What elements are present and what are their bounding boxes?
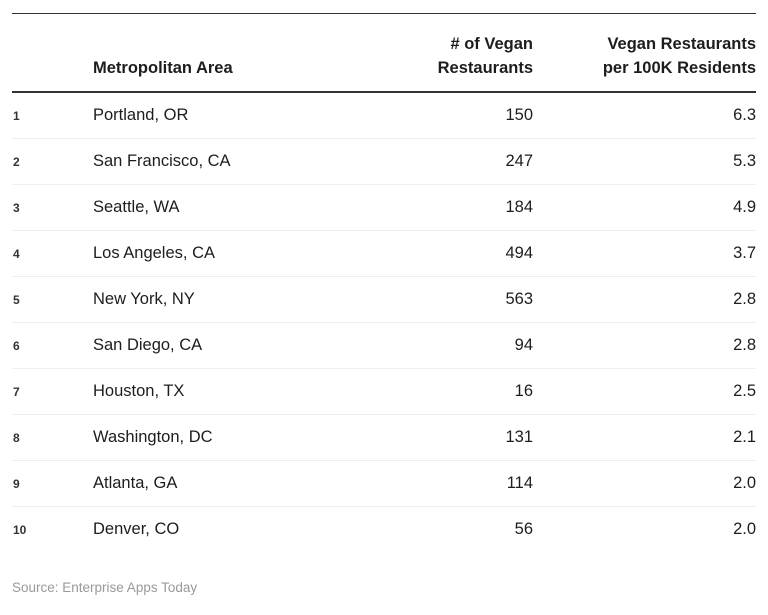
row-rank: 7 (12, 368, 93, 415)
table-row: 2 San Francisco, CA 247 5.3 (12, 138, 756, 185)
vegan-restaurants-table-container: Metropolitan Area # of Vegan Restaurants… (12, 13, 756, 552)
row-rank: 4 (12, 230, 93, 277)
row-vegan-count: 494 (333, 230, 533, 277)
table-row: 6 San Diego, CA 94 2.8 (12, 322, 756, 369)
row-per-100k-value: 2.1 (533, 414, 756, 461)
row-rank: 10 (12, 506, 93, 552)
row-metro-area: Washington, DC (93, 414, 333, 461)
row-per-100k-value: 5.3 (533, 138, 756, 185)
table-row: 7 Houston, TX 16 2.5 (12, 368, 756, 415)
table-row: 5 New York, NY 563 2.8 (12, 276, 756, 323)
vegan-restaurants-table: Metropolitan Area # of Vegan Restaurants… (12, 13, 756, 552)
table-header: Metropolitan Area # of Vegan Restaurants… (12, 13, 756, 93)
row-vegan-count: 131 (333, 414, 533, 461)
row-per-100k-value: 2.8 (533, 322, 756, 369)
row-per-100k-value: 2.5 (533, 368, 756, 415)
header-per-100k-residents: Vegan Restaurants per 100K Residents (533, 13, 756, 93)
row-vegan-count: 94 (333, 322, 533, 369)
row-vegan-count: 247 (333, 138, 533, 185)
table-row: 4 Los Angeles, CA 494 3.7 (12, 230, 756, 277)
header-metropolitan-area-label: Metropolitan Area (93, 59, 233, 77)
row-rank: 5 (12, 276, 93, 323)
header-rank (12, 13, 93, 93)
row-rank: 6 (12, 322, 93, 369)
source-attribution: Source: Enterprise Apps Today (12, 580, 198, 595)
row-vegan-count: 114 (333, 460, 533, 507)
row-metro-area: Portland, OR (93, 92, 333, 139)
header-metropolitan-area: Metropolitan Area (93, 13, 333, 93)
row-per-100k-value: 6.3 (533, 92, 756, 139)
row-vegan-count: 16 (333, 368, 533, 415)
header-vegan-count-line2: Restaurants (437, 59, 533, 77)
table-row: 1 Portland, OR 150 6.3 (12, 92, 756, 139)
header-vegan-count-line1: # of Vegan (450, 35, 533, 53)
row-rank: 9 (12, 460, 93, 507)
row-rank: 1 (12, 92, 93, 139)
table-row: 8 Washington, DC 131 2.1 (12, 414, 756, 461)
row-metro-area: San Francisco, CA (93, 138, 333, 185)
row-vegan-count: 563 (333, 276, 533, 323)
row-per-100k-value: 4.9 (533, 184, 756, 231)
row-metro-area: San Diego, CA (93, 322, 333, 369)
table-body: 1 Portland, OR 150 6.3 2 San Francisco, CA 247… (12, 92, 756, 552)
table-header-row: Metropolitan Area # of Vegan Restaurants… (12, 13, 756, 93)
table-row: 3 Seattle, WA 184 4.9 (12, 184, 756, 231)
row-rank: 3 (12, 184, 93, 231)
row-vegan-count: 56 (333, 506, 533, 552)
row-metro-area: Seattle, WA (93, 184, 333, 231)
row-vegan-count: 150 (333, 92, 533, 139)
row-per-100k-value: 2.0 (533, 506, 756, 552)
row-vegan-count: 184 (333, 184, 533, 231)
row-per-100k-value: 2.8 (533, 276, 756, 323)
row-rank: 2 (12, 138, 93, 185)
table-row: 10 Denver, CO 56 2.0 (12, 506, 756, 552)
row-metro-area: Los Angeles, CA (93, 230, 333, 277)
row-per-100k-value: 2.0 (533, 460, 756, 507)
row-metro-area: New York, NY (93, 276, 333, 323)
row-metro-area: Atlanta, GA (93, 460, 333, 507)
row-metro-area: Houston, TX (93, 368, 333, 415)
header-vegan-restaurant-count: # of Vegan Restaurants (333, 13, 533, 93)
table-row: 9 Atlanta, GA 114 2.0 (12, 460, 756, 507)
row-metro-area: Denver, CO (93, 506, 333, 552)
header-per-100k-line2: per 100K Residents (602, 59, 756, 77)
row-rank: 8 (12, 414, 93, 461)
header-per-100k-line1: Vegan Restaurants (607, 35, 756, 53)
row-per-100k-value: 3.7 (533, 230, 756, 277)
